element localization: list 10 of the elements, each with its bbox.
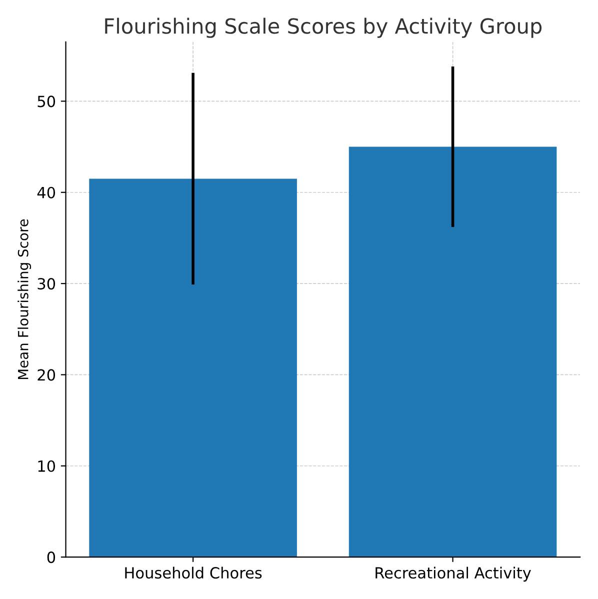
y-tick-label: 0 (47, 552, 56, 564)
y-tick-label: 20 (38, 369, 56, 381)
y-axis-title: Mean Flourishing Score (18, 219, 32, 380)
y-tick-label: 10 (38, 460, 56, 472)
y-tick-label: 50 (38, 96, 56, 108)
x-tick-label: Recreational Activity (376, 566, 531, 582)
y-tick-label: 40 (37, 186, 56, 198)
y-tick-label: 30 (38, 278, 56, 290)
chart-title: Flourishing Scale Scores by Activity Group (105, 18, 542, 38)
x-tick-label: Household Chores (125, 566, 262, 579)
